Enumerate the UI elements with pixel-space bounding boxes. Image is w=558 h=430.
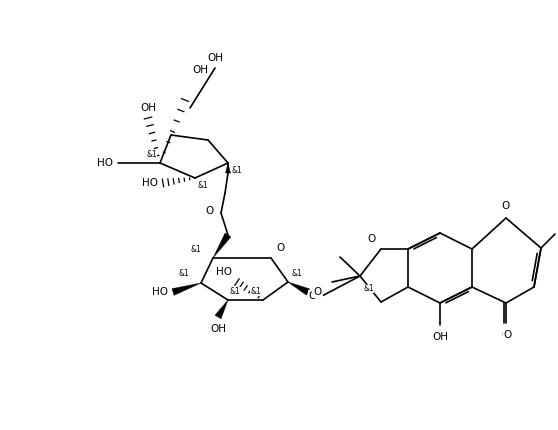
Text: O: O xyxy=(313,287,321,297)
Text: O: O xyxy=(368,234,376,244)
Text: O: O xyxy=(309,291,317,301)
Text: &1: &1 xyxy=(292,269,303,278)
Text: &1: &1 xyxy=(363,284,374,293)
Text: HO: HO xyxy=(142,178,158,188)
Text: O: O xyxy=(502,330,510,340)
Text: OH: OH xyxy=(210,324,226,334)
Text: OH: OH xyxy=(210,324,226,334)
Text: &1: &1 xyxy=(190,245,201,254)
Polygon shape xyxy=(215,300,228,319)
Text: OH: OH xyxy=(432,332,448,342)
Text: OH: OH xyxy=(432,332,448,342)
Text: HO: HO xyxy=(97,158,113,168)
Text: HO: HO xyxy=(152,287,168,297)
Text: O: O xyxy=(368,234,376,244)
Text: &1: &1 xyxy=(146,150,157,159)
Text: OH: OH xyxy=(140,103,156,113)
Polygon shape xyxy=(172,283,201,295)
Text: &1: &1 xyxy=(178,269,189,278)
Text: O: O xyxy=(206,206,214,216)
Text: HO: HO xyxy=(216,267,232,277)
Text: &1: &1 xyxy=(232,166,243,175)
Text: O: O xyxy=(276,243,284,253)
Text: O: O xyxy=(309,291,317,301)
Text: O: O xyxy=(502,201,510,211)
Text: HO: HO xyxy=(142,178,158,188)
Text: HO: HO xyxy=(216,267,232,277)
Text: &1: &1 xyxy=(230,287,240,296)
Text: &1: &1 xyxy=(197,181,208,190)
Text: O: O xyxy=(504,330,512,340)
Polygon shape xyxy=(288,282,310,295)
Text: OH: OH xyxy=(192,65,208,75)
Polygon shape xyxy=(213,233,231,258)
Text: OH: OH xyxy=(207,53,223,63)
Text: HO: HO xyxy=(152,287,168,297)
Text: HO: HO xyxy=(97,158,113,168)
Text: O: O xyxy=(206,206,214,216)
Text: &1: &1 xyxy=(250,287,261,296)
Text: O: O xyxy=(276,243,284,253)
Text: O: O xyxy=(313,287,321,297)
Polygon shape xyxy=(225,163,230,173)
Text: O: O xyxy=(502,201,510,211)
